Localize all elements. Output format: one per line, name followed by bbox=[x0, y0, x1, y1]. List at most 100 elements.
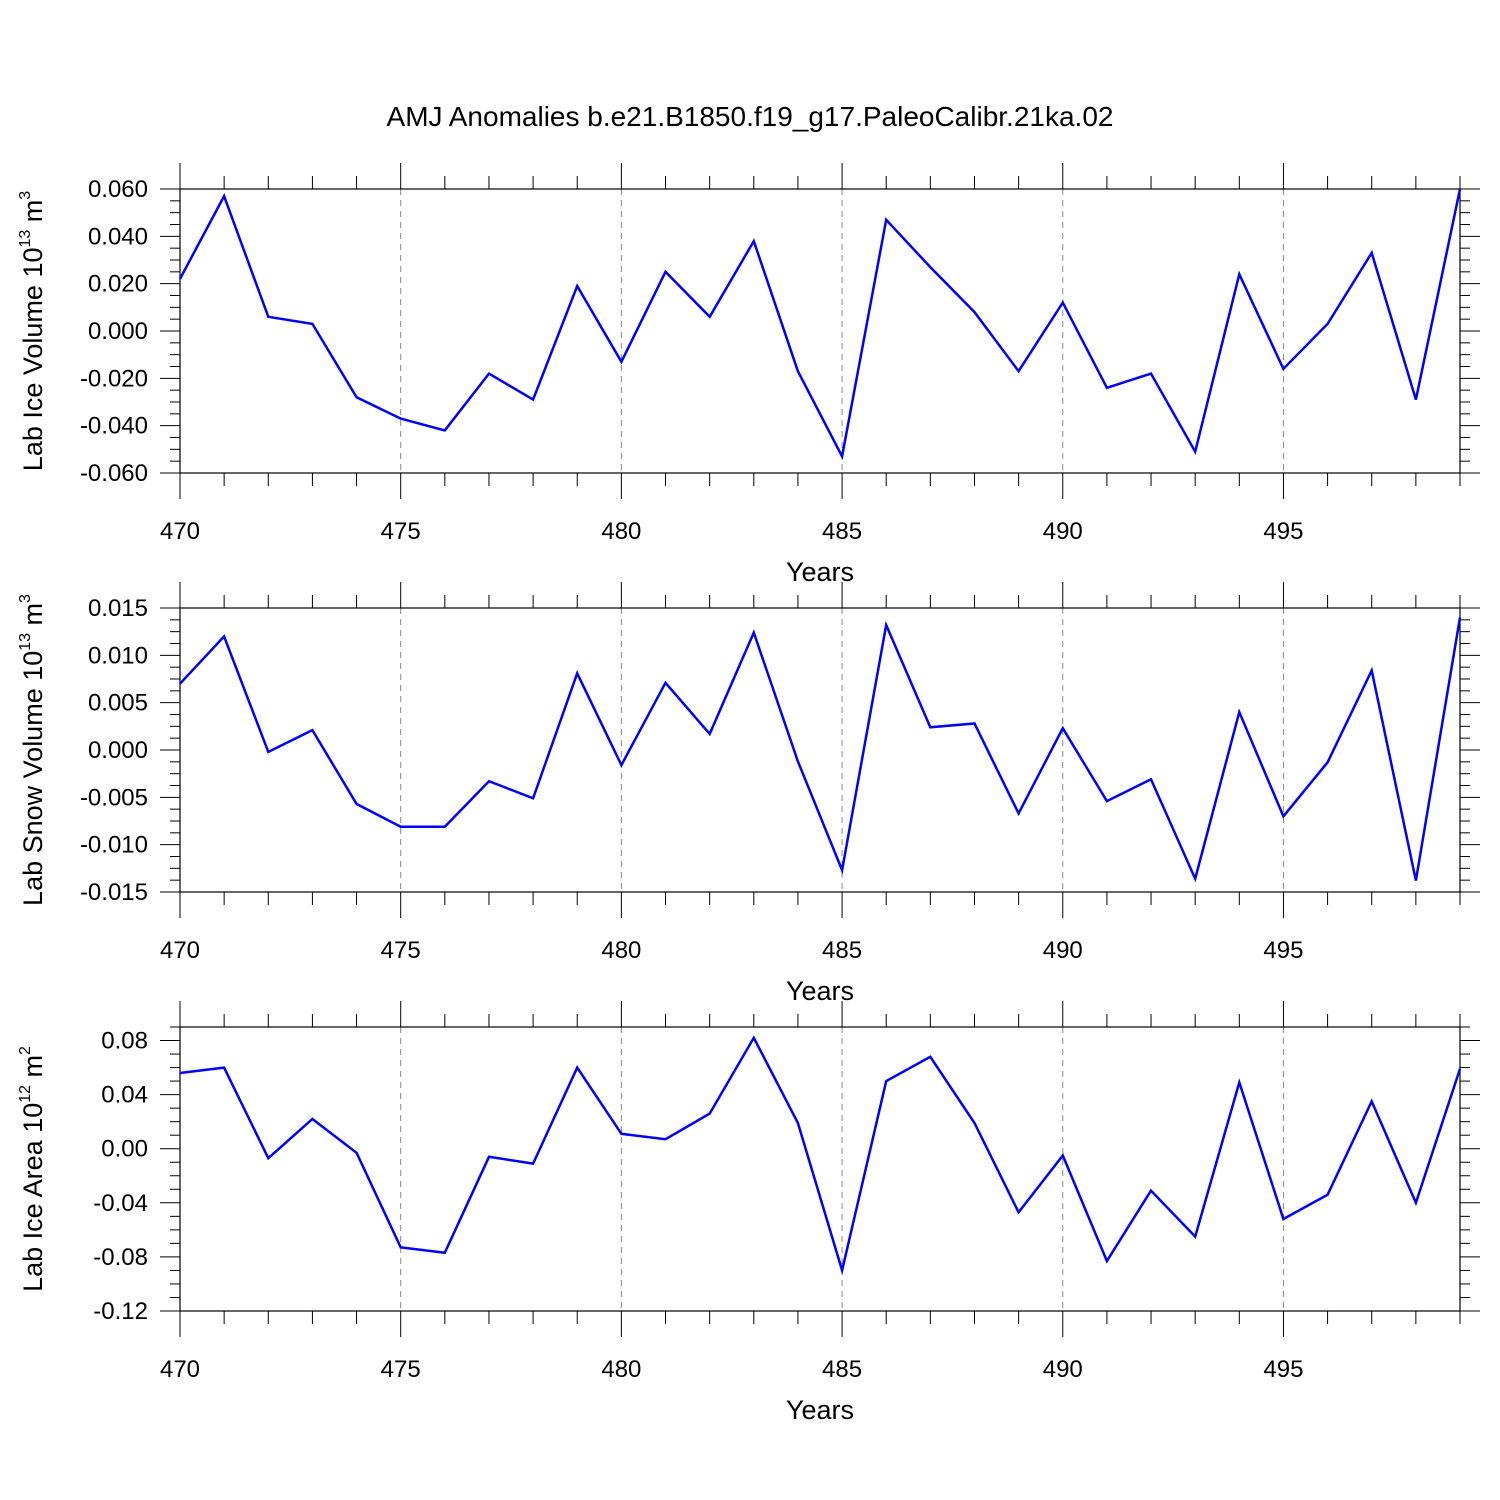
data-point bbox=[443, 428, 447, 432]
data-point bbox=[222, 634, 226, 638]
data-point bbox=[575, 1066, 579, 1070]
x-tick-label: 480 bbox=[601, 518, 641, 545]
data-point bbox=[619, 360, 623, 364]
data-point bbox=[266, 315, 270, 319]
data-point bbox=[1061, 726, 1065, 730]
data-point bbox=[1281, 1217, 1285, 1221]
data-point bbox=[1105, 799, 1109, 803]
data-point bbox=[1458, 1067, 1462, 1071]
y-label-unit: m bbox=[18, 1055, 48, 1085]
data-point bbox=[752, 631, 756, 635]
data-point bbox=[752, 239, 756, 243]
data-point bbox=[1370, 668, 1374, 672]
x-tick-label: 470 bbox=[160, 937, 200, 964]
y-label-unit: m bbox=[18, 603, 48, 633]
data-point bbox=[1149, 1189, 1153, 1193]
data-point bbox=[972, 310, 976, 314]
y-axis-label: Lab Snow Volume 1013 m3 bbox=[17, 594, 48, 906]
data-point bbox=[178, 1071, 182, 1075]
data-point bbox=[752, 1036, 756, 1040]
data-point bbox=[178, 277, 182, 281]
x-tick-label: 475 bbox=[381, 937, 421, 964]
x-tick-label: 495 bbox=[1263, 518, 1303, 545]
data-point bbox=[1326, 760, 1330, 764]
data-point bbox=[1149, 372, 1153, 376]
data-point bbox=[1193, 1235, 1197, 1239]
data-point bbox=[1017, 811, 1021, 815]
y-tick-label: -0.010 bbox=[80, 832, 148, 859]
data-point bbox=[222, 1066, 226, 1070]
data-point bbox=[487, 779, 491, 783]
data-point bbox=[1017, 1210, 1021, 1214]
data-point bbox=[355, 1151, 359, 1155]
data-point bbox=[1281, 814, 1285, 818]
data-point bbox=[487, 1155, 491, 1159]
data-point bbox=[399, 825, 403, 829]
data-point bbox=[1237, 272, 1241, 276]
y-tick-label: -0.08 bbox=[93, 1244, 148, 1271]
data-point bbox=[531, 1162, 535, 1166]
x-tick-label: 470 bbox=[160, 518, 200, 545]
data-point bbox=[487, 372, 491, 376]
data-point bbox=[1414, 879, 1418, 883]
y-label-unit-exp: 3 bbox=[17, 191, 34, 200]
data-point bbox=[399, 1245, 403, 1249]
data-point bbox=[796, 1121, 800, 1125]
y-tick-label: 0.000 bbox=[88, 318, 148, 345]
x-tick-label: 495 bbox=[1263, 937, 1303, 964]
y-tick-label: -0.060 bbox=[80, 460, 148, 487]
series-line bbox=[179, 1035, 1462, 1276]
data-point bbox=[355, 802, 359, 806]
y-label-text: Lab Ice Volume 10 bbox=[18, 248, 48, 472]
x-tick-label: 470 bbox=[160, 1356, 200, 1383]
y-label-unit-exp: 2 bbox=[17, 1046, 34, 1055]
y-label-unit: m bbox=[18, 200, 48, 230]
x-tick-label: 480 bbox=[601, 1356, 641, 1383]
data-point bbox=[840, 454, 844, 458]
y-label-exp: 13 bbox=[17, 230, 34, 248]
data-point bbox=[1193, 877, 1197, 881]
x-tick-label: 480 bbox=[601, 937, 641, 964]
data-point bbox=[1149, 777, 1153, 781]
y-label-exp: 13 bbox=[17, 633, 34, 651]
data-point bbox=[1326, 1193, 1330, 1197]
data-point bbox=[884, 218, 888, 222]
data-point bbox=[399, 417, 403, 421]
data-point bbox=[928, 265, 932, 269]
series-line bbox=[178, 188, 1462, 461]
data-point bbox=[1193, 450, 1197, 454]
data-point bbox=[1458, 615, 1462, 619]
y-tick-label: -0.005 bbox=[80, 784, 148, 811]
y-tick-label: 0.04 bbox=[101, 1082, 148, 1109]
data-point bbox=[531, 796, 535, 800]
data-point bbox=[884, 623, 888, 627]
data-point bbox=[355, 395, 359, 399]
y-tick-label: 0.000 bbox=[88, 737, 148, 764]
data-point bbox=[1414, 398, 1418, 402]
panel-2: 470 475 480 485 490 495 0.015 0.010 0.005 0.000 -0… bbox=[17, 582, 1480, 1006]
y-label-text: Lab Snow Volume 10 bbox=[18, 651, 48, 906]
plot-frame bbox=[179, 1026, 1461, 1312]
y-label-exp: 12 bbox=[17, 1085, 34, 1103]
plot-frame bbox=[179, 607, 1461, 893]
y-tick-label: 0.005 bbox=[88, 690, 148, 717]
x-axis-label: Years bbox=[786, 976, 854, 1006]
data-point bbox=[1105, 1259, 1109, 1263]
data-point bbox=[222, 194, 226, 198]
data-point bbox=[310, 1117, 314, 1121]
y-axis-label: Lab Ice Volume 1013 m3 bbox=[17, 191, 48, 471]
panel-3: 470 475 480 485 490 495 0.08 0.04 0.00 -0.04 -0.08… bbox=[17, 1001, 1480, 1425]
data-point bbox=[840, 868, 844, 872]
data-point bbox=[1061, 1153, 1065, 1157]
x-tick-label: 490 bbox=[1043, 937, 1083, 964]
y-tick-label: -0.040 bbox=[80, 413, 148, 440]
y-tick-label: -0.015 bbox=[80, 879, 148, 906]
y-tick-label: 0.015 bbox=[88, 595, 148, 622]
data-point bbox=[310, 322, 314, 326]
data-point bbox=[664, 1137, 668, 1141]
data-point bbox=[884, 1079, 888, 1083]
x-axis-label: Years bbox=[786, 1395, 854, 1425]
data-point bbox=[1237, 1080, 1241, 1084]
data-point bbox=[443, 825, 447, 829]
